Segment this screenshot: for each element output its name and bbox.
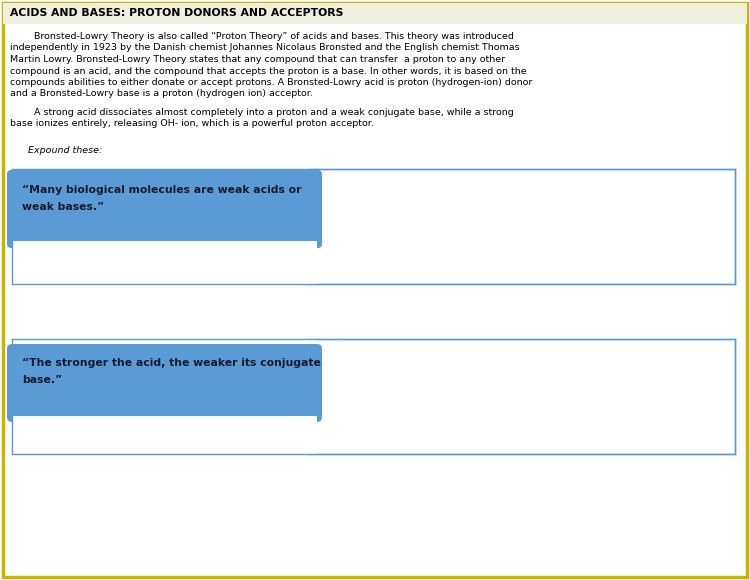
FancyBboxPatch shape <box>3 3 747 577</box>
Text: base.”: base.” <box>22 375 62 385</box>
FancyBboxPatch shape <box>12 169 317 284</box>
Text: base ionizes entirely, releasing OH- ion, which is a powerful proton acceptor.: base ionizes entirely, releasing OH- ion… <box>10 119 374 129</box>
Text: Martin Lowry. Bronsted-Lowry Theory states that any compound that can transfer  : Martin Lowry. Bronsted-Lowry Theory stat… <box>10 55 506 64</box>
Text: Expound these:: Expound these: <box>28 146 102 155</box>
Text: “Many biological molecules are weak acids or: “Many biological molecules are weak acid… <box>22 185 302 195</box>
Text: and a Bronsted-Lowry base is a proton (hydrogen ion) acceptor.: and a Bronsted-Lowry base is a proton (h… <box>10 89 313 99</box>
FancyBboxPatch shape <box>12 339 317 454</box>
FancyBboxPatch shape <box>7 170 322 248</box>
FancyBboxPatch shape <box>7 170 322 248</box>
Text: “The stronger the acid, the weaker its conjugate: “The stronger the acid, the weaker its c… <box>22 358 321 368</box>
FancyBboxPatch shape <box>12 416 317 454</box>
Text: weak bases.”: weak bases.” <box>22 202 104 212</box>
FancyBboxPatch shape <box>3 3 747 24</box>
Text: Bronsted-Lowry Theory is also called “Proton Theory” of acids and bases. This th: Bronsted-Lowry Theory is also called “Pr… <box>10 32 514 41</box>
Text: ACIDS AND BASES: PROTON DONORS AND ACCEPTORS: ACIDS AND BASES: PROTON DONORS AND ACCEP… <box>10 9 344 19</box>
FancyBboxPatch shape <box>12 241 317 284</box>
Text: independently in 1923 by the Danish chemist Johannes Nicolaus Bronsted and the E: independently in 1923 by the Danish chem… <box>10 44 520 53</box>
Text: compounds abilities to either donate or accept protons. A Bronsted-Lowry acid is: compounds abilities to either donate or … <box>10 78 532 87</box>
Text: A strong acid dissociates almost completely into a proton and a weak conjugate b: A strong acid dissociates almost complet… <box>10 108 514 117</box>
FancyBboxPatch shape <box>308 169 735 284</box>
FancyBboxPatch shape <box>308 339 735 454</box>
Text: compound is an acid, and the compound that accepts the proton is a base. In othe: compound is an acid, and the compound th… <box>10 67 526 75</box>
FancyBboxPatch shape <box>7 344 322 422</box>
